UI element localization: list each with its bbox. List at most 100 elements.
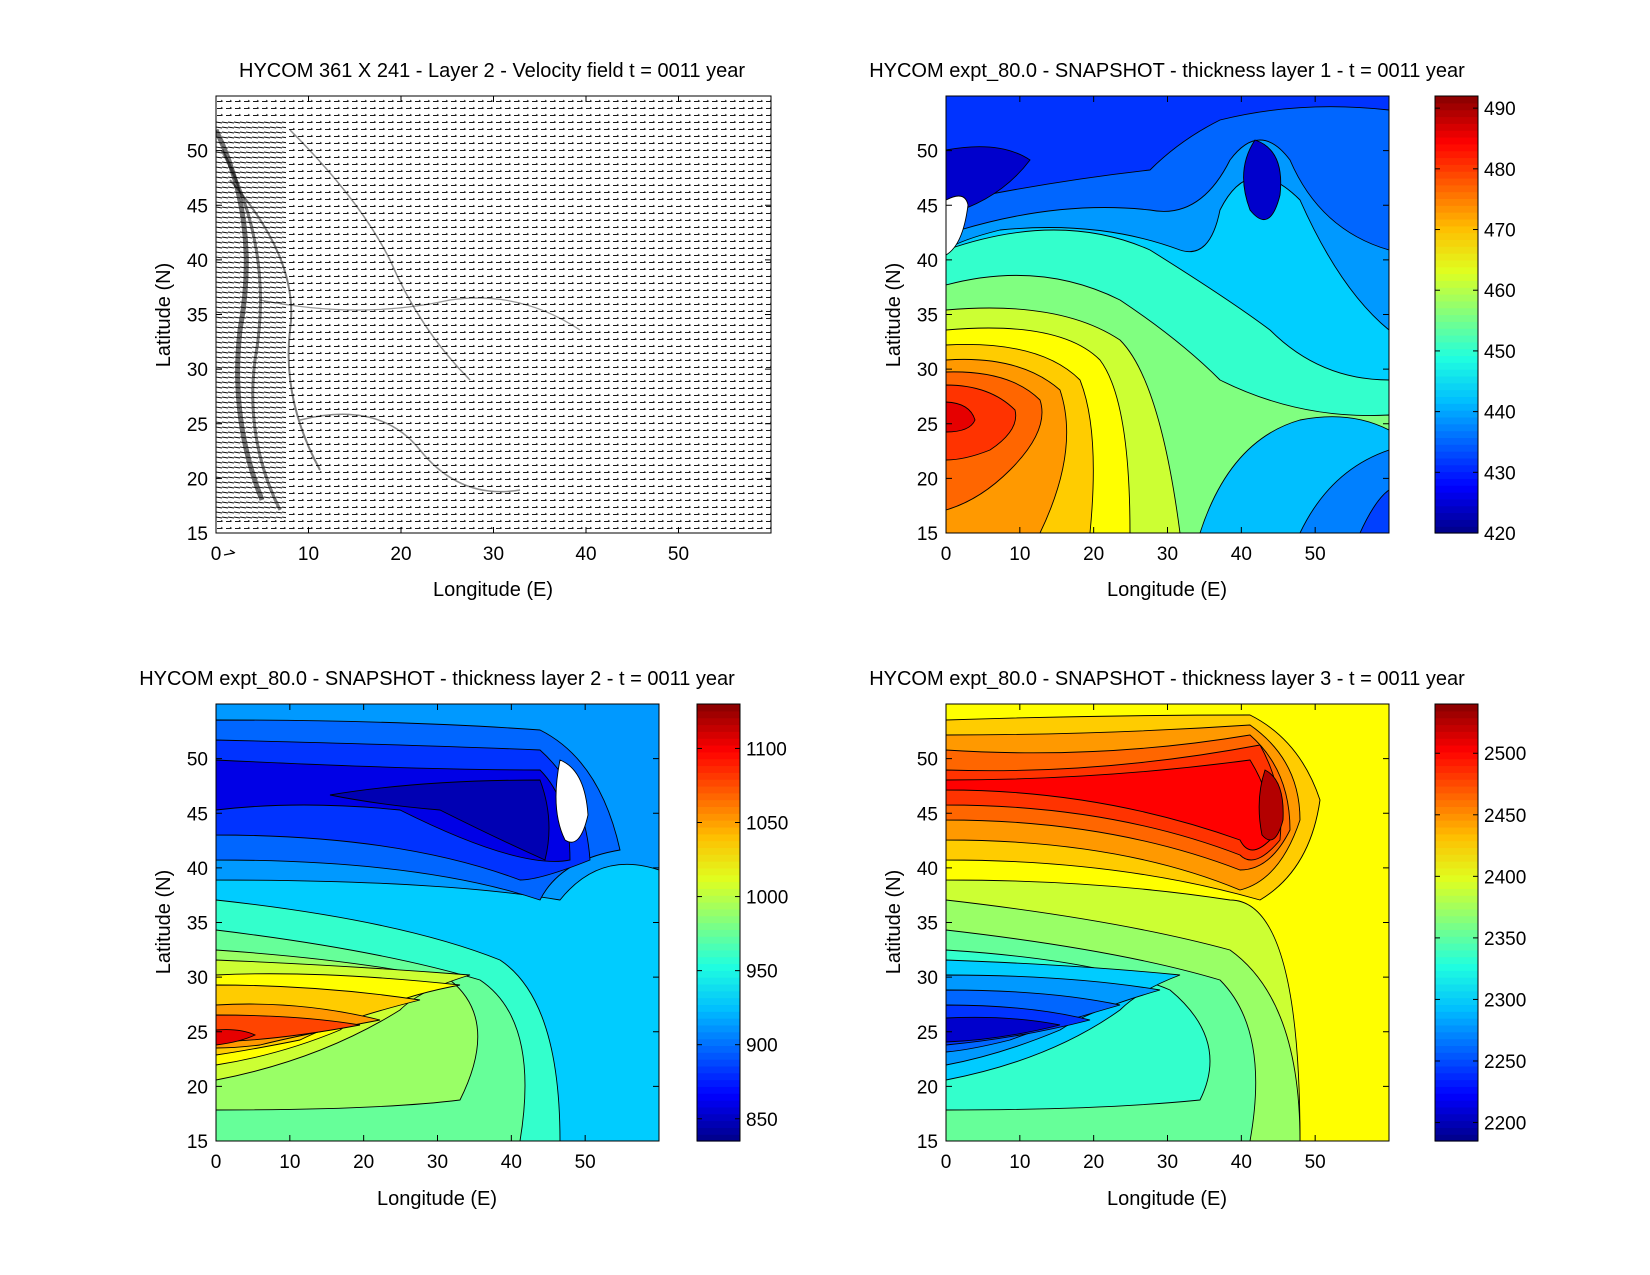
thickness1-colorbar-swatch: [1435, 205, 1478, 213]
thickness1-colorbar-swatch: [1435, 177, 1478, 186]
thickness2-colorbar-swatch: [697, 983, 740, 992]
thickness1-colorbar-swatch: [1435, 464, 1478, 473]
thickness1-colorbar-swatch: [1435, 171, 1478, 179]
thickness1-ylabel: Latitude (N): [883, 263, 905, 368]
thickness1-colorbar-swatch: [1435, 430, 1478, 439]
thickness2-colorbar-swatch: [697, 765, 740, 773]
thickness2-colorbar-swatch: [697, 1024, 740, 1033]
thickness1-colorbar-swatch: [1435, 314, 1478, 322]
thickness1-ytick-label: 20: [917, 469, 938, 490]
velocity-ytick-label: 30: [187, 360, 208, 381]
thickness2-colorbar-swatch: [697, 820, 740, 828]
thickness1-xlabel: Longitude (E): [1107, 579, 1227, 601]
velocity-xtick-label: 20: [390, 544, 411, 565]
thickness1-colorbar-swatch: [1435, 136, 1478, 145]
thickness3-colorbar-swatch: [1435, 826, 1478, 835]
thickness1-colorbar-swatch: [1435, 457, 1478, 466]
thickness2-colorbar-swatch: [697, 949, 740, 958]
thickness2-colorbar: 850 900 950 1000 1050 1100: [696, 703, 788, 1142]
velocity-ytick-label: 15: [187, 524, 208, 545]
thickness3-colorbar-swatch: [1435, 902, 1478, 910]
thickness1-colorbar-swatch: [1435, 273, 1478, 281]
thickness2-colorbar-swatch: [697, 963, 740, 971]
thickness1-ytick-label: 15: [917, 524, 938, 545]
thickness3-colorbar-swatch: [1435, 806, 1478, 814]
thickness1-colorbar-swatch: [1435, 396, 1478, 404]
thickness2-colorbar-label: 850: [746, 1110, 778, 1131]
thickness2-colorbar-swatch: [697, 1127, 740, 1135]
thickness1-colorbar-label: 470: [1484, 221, 1516, 242]
thickness1-ytick-label: 35: [917, 306, 938, 327]
thickness2-colorbar-swatch: [697, 936, 740, 944]
thickness3-ytick-label: 25: [917, 1023, 938, 1044]
panel-thickness2: HYCOM expt_80.0 - SNAPSHOT - thickness l…: [139, 668, 788, 1210]
thickness2-colorbar-swatch: [697, 915, 740, 924]
thickness2-colorbar-swatch: [697, 942, 740, 951]
velocity-title: HYCOM 361 X 241 - Layer 2 - Velocity fie…: [239, 60, 745, 82]
thickness1-colorbar-label: 490: [1484, 99, 1516, 120]
velocity-arrows: [216, 120, 581, 520]
thickness3-colorbar-swatch: [1435, 956, 1478, 965]
velocity-y-ticks: 15 20 25 30 35 40 45 50: [187, 142, 771, 545]
thickness3-colorbar-swatch: [1435, 799, 1478, 808]
thickness2-colorbar-label: 1000: [746, 888, 788, 909]
thickness2-colorbar-swatch: [697, 1100, 740, 1108]
thickness3-colorbar-swatch: [1435, 990, 1478, 999]
thickness1-colorbar-swatch: [1435, 150, 1478, 159]
thickness2-xlabel: Longitude (E): [377, 1188, 497, 1210]
thickness1-colorbar-swatch: [1435, 416, 1478, 425]
thickness1-colorbar-swatch: [1435, 485, 1478, 493]
thickness2-colorbar-swatch: [697, 1004, 740, 1012]
thickness3-colorbar-swatch: [1435, 847, 1478, 855]
panel-velocity: HYCOM 361 X 241 - Layer 2 - Velocity fie…: [153, 60, 772, 601]
thickness2-colorbar-swatch: [697, 970, 740, 978]
thickness2-ytick-label: 25: [187, 1023, 208, 1044]
thickness3-x-ticks: 0 10 20 30 40 50: [941, 704, 1326, 1173]
thickness2-colorbar-swatch: [697, 977, 740, 985]
thickness1-colorbar-swatch: [1435, 423, 1478, 432]
thickness1-colorbar-swatch: [1435, 212, 1478, 220]
thickness1-colorbar-swatch: [1435, 239, 1478, 247]
velocity-x-ticks: 0 10 20 30 40 50: [211, 96, 689, 565]
thickness1-colorbar-swatch: [1435, 218, 1478, 227]
thickness3-colorbar-swatch: [1435, 1065, 1478, 1074]
thickness3-xtick-label: 30: [1157, 1152, 1178, 1173]
velocity-xtick-label: 0: [211, 544, 222, 565]
thickness3-colorbar-swatch: [1435, 861, 1478, 869]
thickness1-colorbar-swatch: [1435, 451, 1478, 459]
thickness2-colorbar-swatch: [697, 908, 740, 917]
thickness2-colorbar-label: 950: [746, 962, 778, 983]
velocity-ytick-label: 40: [187, 251, 208, 272]
thickness3-colorbar-swatch: [1435, 1038, 1478, 1047]
thickness1-colorbar-swatch: [1435, 526, 1478, 534]
thickness2-colorbar-swatch: [697, 854, 740, 862]
thickness3-colorbar-swatch: [1435, 922, 1478, 930]
thickness1-colorbar-frame: [1434, 95, 1479, 534]
thickness2-colorbar-swatch: [697, 772, 740, 780]
panel-thickness3: HYCOM expt_80.0 - SNAPSHOT - thickness l…: [869, 668, 1526, 1210]
thickness3-colorbar-swatch: [1435, 854, 1478, 862]
thickness3-colorbar-swatch: [1435, 724, 1478, 732]
thickness1-colorbar-swatch: [1435, 321, 1478, 329]
thickness2-colorbar-swatch: [697, 744, 740, 753]
thickness3-colorbar-swatch: [1435, 779, 1478, 787]
thickness2-colorbar-label: 900: [746, 1036, 778, 1057]
thickness3-contours: [946, 704, 1389, 1141]
thickness3-colorbar-swatch: [1435, 888, 1478, 896]
thickness2-colorbar-swatch: [697, 731, 740, 739]
thickness2-colorbar-swatch: [697, 710, 740, 719]
thickness1-colorbar-swatch: [1435, 109, 1478, 118]
thickness3-colorbar-swatch: [1435, 751, 1478, 760]
thickness1-colorbar-swatch: [1435, 492, 1478, 500]
thickness3-colorbar-swatch: [1435, 758, 1478, 767]
thickness2-xtick-label: 30: [427, 1152, 448, 1173]
thickness2-colorbar-swatch: [697, 799, 740, 808]
thickness3-ylabel: Latitude (N): [883, 870, 905, 975]
thickness2-colorbar-swatch: [697, 1106, 740, 1115]
thickness1-ytick-label: 30: [917, 360, 938, 381]
thickness2-colorbar-swatch: [697, 826, 740, 835]
thickness3-ytick-label: 30: [917, 968, 938, 989]
thickness3-colorbar-label: 2500: [1484, 744, 1526, 765]
thickness3-colorbar-swatch: [1435, 942, 1478, 951]
thickness1-colorbar-swatch: [1435, 375, 1478, 384]
